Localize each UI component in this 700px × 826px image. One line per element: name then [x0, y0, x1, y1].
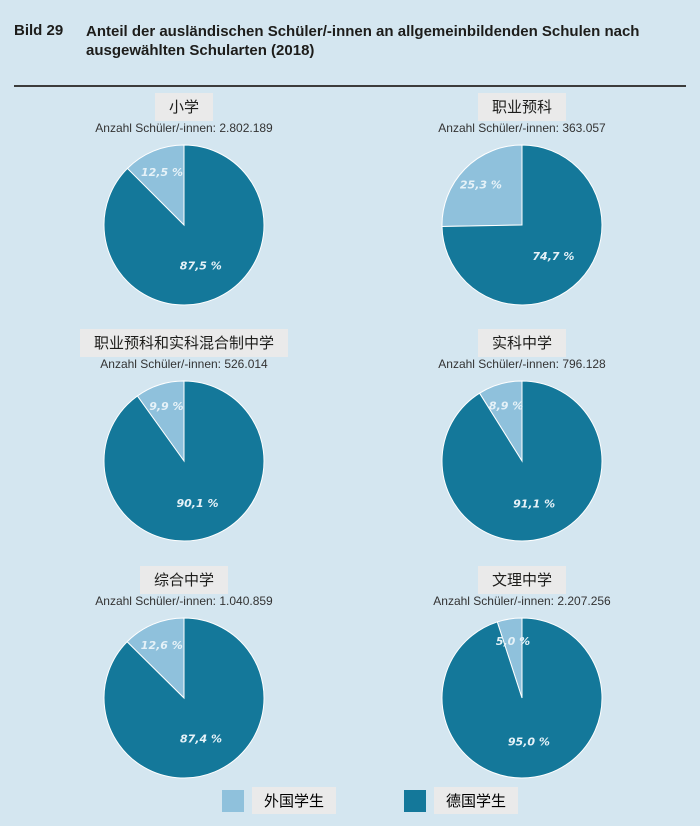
pie-subtitle: Anzahl Schüler/-innen: 2.802.189: [95, 121, 273, 135]
pie-value-label-german: 90,1 %: [177, 497, 219, 510]
pie-panel-4: 实科中学 Anzahl Schüler/-innen: 796.128 8,9 …: [352, 329, 692, 559]
pie-value-label-foreign: 25,3 %: [460, 179, 502, 192]
figure-number: Bild 29: [14, 22, 64, 39]
pie-slice-foreign: [126, 617, 185, 700]
pie-slice-german: [441, 617, 603, 779]
pie-title: 文理中学: [477, 566, 567, 594]
pie-slice-german: [103, 144, 265, 306]
legend: 外国学生 德国学生: [0, 787, 700, 817]
pie-value-label-foreign: 9,9 %: [149, 400, 183, 413]
pie-chart: 5,0 % 95,0 %: [441, 617, 603, 779]
legend-label-foreign: 外国学生: [252, 787, 337, 814]
pie-value-label-german: 87,5 %: [180, 260, 222, 273]
pie-title: 职业预科: [477, 93, 567, 121]
pie-subtitle: Anzahl Schüler/-innen: 1.040.859: [95, 594, 273, 608]
pie-chart: 12,6 % 87,4 %: [103, 617, 265, 779]
pie-value-label-foreign: 8,9 %: [489, 400, 523, 413]
pie-slice-german: [441, 144, 603, 306]
pie-value-label-german: 87,4 %: [180, 733, 222, 746]
header-divider: [14, 85, 686, 87]
pie-panel-6: 文理中学 Anzahl Schüler/-innen: 2.207.256 5,…: [352, 566, 692, 796]
legend-swatch-german: [404, 790, 426, 812]
pie-panel-5: 综合中学 Anzahl Schüler/-innen: 1.040.859 12…: [14, 566, 354, 796]
pie-chart: 9,9 % 90,1 %: [103, 380, 265, 542]
pie-panel-3: 职业预科和实科混合制中学 Anzahl Schüler/-innen: 526.…: [14, 329, 354, 559]
pie-subtitle: Anzahl Schüler/-innen: 363.057: [438, 121, 606, 135]
pie-value-label-foreign: 5,0 %: [496, 635, 530, 648]
pie-slice-foreign: [441, 144, 523, 228]
pie-slice-german: [103, 617, 265, 779]
pie-chart: 12,5 % 87,5 %: [103, 144, 265, 306]
pie-panel-1: 小学 Anzahl Schüler/-innen: 2.802.189 12,5…: [14, 93, 354, 323]
pie-subtitle: Anzahl Schüler/-innen: 796.128: [438, 357, 606, 371]
pie-slice-german: [103, 380, 265, 542]
figure-title: Anteil der ausländischen Schüler/-innen …: [86, 23, 640, 59]
pie-value-label-german: 95,0 %: [508, 736, 550, 749]
pie-panel-2: 职业预科 Anzahl Schüler/-innen: 363.057 25,3…: [352, 93, 692, 323]
legend-swatch-foreign: [222, 790, 244, 812]
pie-subtitle: Anzahl Schüler/-innen: 526.014: [100, 357, 268, 371]
pie-title: 小学: [154, 93, 214, 121]
pie-value-label-foreign: 12,6 %: [141, 639, 183, 652]
pie-slice-german: [441, 380, 603, 542]
pie-chart: 25,3 % 74,7 %: [441, 144, 603, 306]
pie-title: 综合中学: [139, 566, 229, 594]
pie-title: 职业预科和实科混合制中学: [79, 329, 289, 357]
pie-chart: 8,9 % 91,1 %: [441, 380, 603, 542]
legend-label-german: 德国学生: [434, 787, 519, 814]
pie-subtitle: Anzahl Schüler/-innen: 2.207.256: [433, 594, 611, 608]
pie-value-label-foreign: 12,5 %: [141, 166, 183, 179]
pie-value-label-german: 74,7 %: [532, 250, 574, 263]
pie-title: 实科中学: [477, 329, 567, 357]
pie-value-label-german: 91,1 %: [513, 497, 555, 510]
pie-slice-foreign: [126, 144, 185, 227]
